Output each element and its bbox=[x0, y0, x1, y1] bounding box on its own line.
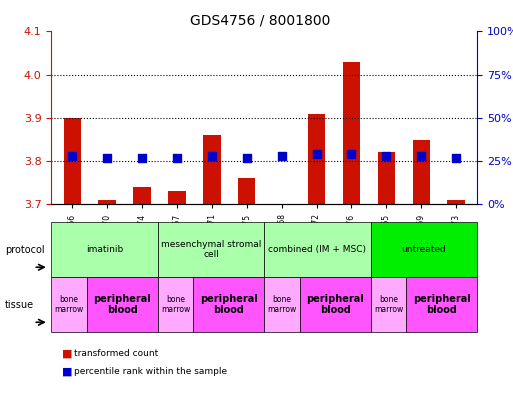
Text: bone
marrow: bone marrow bbox=[54, 295, 84, 314]
Point bbox=[138, 154, 146, 161]
Text: tissue: tissue bbox=[5, 299, 34, 310]
Text: combined (IM + MSC): combined (IM + MSC) bbox=[268, 245, 366, 254]
Bar bbox=[203, 135, 221, 204]
Point bbox=[452, 154, 460, 161]
Bar bbox=[447, 200, 465, 204]
Text: peripheral
blood: peripheral blood bbox=[413, 294, 470, 315]
Text: protocol: protocol bbox=[5, 244, 45, 255]
Point bbox=[208, 153, 216, 159]
Point bbox=[347, 151, 356, 157]
Point bbox=[382, 153, 390, 159]
Text: GDS4756 / 8001800: GDS4756 / 8001800 bbox=[190, 14, 330, 28]
Point bbox=[103, 154, 111, 161]
Text: bone
marrow: bone marrow bbox=[267, 295, 297, 314]
Point bbox=[278, 153, 286, 159]
Text: imatinib: imatinib bbox=[86, 245, 123, 254]
Bar bbox=[168, 191, 186, 204]
Text: ■: ■ bbox=[62, 349, 72, 359]
Point bbox=[173, 154, 181, 161]
Bar bbox=[133, 187, 151, 204]
Bar bbox=[308, 114, 325, 204]
Bar bbox=[64, 118, 81, 204]
Point bbox=[417, 153, 425, 159]
Point bbox=[68, 153, 76, 159]
Text: untreated: untreated bbox=[402, 245, 446, 254]
Text: peripheral
blood: peripheral blood bbox=[200, 294, 258, 315]
Text: transformed count: transformed count bbox=[74, 349, 159, 358]
Text: ■: ■ bbox=[62, 366, 72, 376]
Bar bbox=[412, 140, 430, 204]
Text: bone
marrow: bone marrow bbox=[161, 295, 190, 314]
Point bbox=[312, 151, 321, 157]
Bar bbox=[98, 200, 116, 204]
Bar bbox=[343, 62, 360, 204]
Bar bbox=[378, 152, 395, 204]
Text: percentile rank within the sample: percentile rank within the sample bbox=[74, 367, 227, 376]
Text: bone
marrow: bone marrow bbox=[374, 295, 403, 314]
Text: peripheral
blood: peripheral blood bbox=[93, 294, 151, 315]
Text: peripheral
blood: peripheral blood bbox=[306, 294, 364, 315]
Bar bbox=[238, 178, 255, 204]
Point bbox=[243, 154, 251, 161]
Text: mesenchymal stromal
cell: mesenchymal stromal cell bbox=[161, 240, 261, 259]
